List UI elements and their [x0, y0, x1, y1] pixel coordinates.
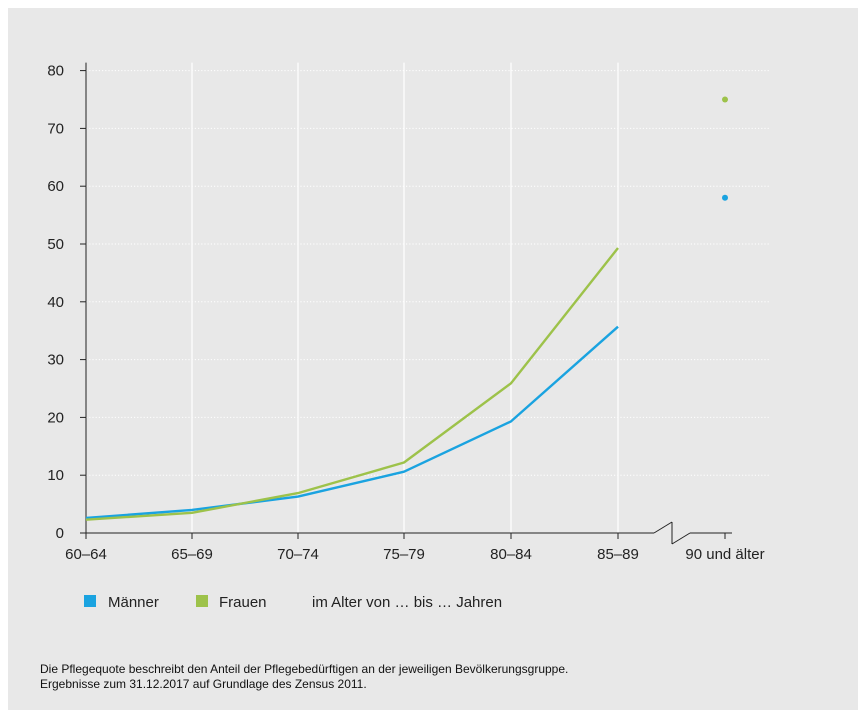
axes: [80, 62, 732, 545]
x-tick-label-4: 80–84: [490, 546, 532, 563]
y-tick-label-30: 30: [47, 352, 64, 369]
chart-panel: [8, 8, 858, 710]
legend: Männer Frauen im Alter von … bis … Jahre…: [84, 594, 502, 611]
x-tick-labels: 60–64 65–69 70–74 75–79 80–84 85–89 90 und ält…: [65, 546, 764, 563]
x-tick-label-1: 65–69: [171, 546, 213, 563]
y-tick-labels: 0 10 20 30 40 50 60 70 80: [47, 63, 64, 542]
y-tick-label-0: 0: [56, 525, 64, 542]
series-point-1-6: [722, 96, 728, 103]
axis-break-mark-right: [671, 532, 691, 545]
y-tick-label-80: 80: [47, 63, 64, 80]
series-line-1: [85, 247, 619, 521]
legend-label-frauen: Frauen: [219, 594, 267, 611]
legend-swatch-maenner: [84, 595, 96, 607]
data-series: [85, 96, 728, 521]
y-tick-label-60: 60: [47, 178, 64, 195]
gridlines: [86, 62, 770, 533]
legend-label-maenner: Männer: [108, 594, 159, 611]
legend-note: im Alter von … bis … Jahren: [312, 594, 502, 611]
x-tick-label-0: 60–64: [65, 546, 107, 563]
x-tick-label-3: 75–79: [383, 546, 425, 563]
y-tick-label-40: 40: [47, 294, 64, 311]
footnote-line-1: Die Pflegequote beschreibt den Anteil de…: [40, 662, 569, 676]
footnote-line-2: Ergebnisse zum 31.12.2017 auf Grundlage …: [40, 677, 367, 691]
x-tick-label-2: 70–74: [277, 546, 319, 563]
axis-break-mark-left: [653, 521, 673, 534]
series-point-0-6: [722, 194, 728, 201]
x-tick-label-5: 85–89: [597, 546, 639, 563]
x-tick-label-6: 90 und älter: [685, 546, 764, 563]
y-tick-label-20: 20: [47, 409, 64, 426]
legend-swatch-frauen: [196, 595, 208, 607]
y-tick-label-50: 50: [47, 236, 64, 253]
y-tick-label-70: 70: [47, 120, 64, 137]
series-line-0: [85, 325, 619, 520]
footnote: Die Pflegequote beschreibt den Anteil de…: [40, 662, 568, 692]
y-tick-label-10: 10: [47, 467, 64, 484]
